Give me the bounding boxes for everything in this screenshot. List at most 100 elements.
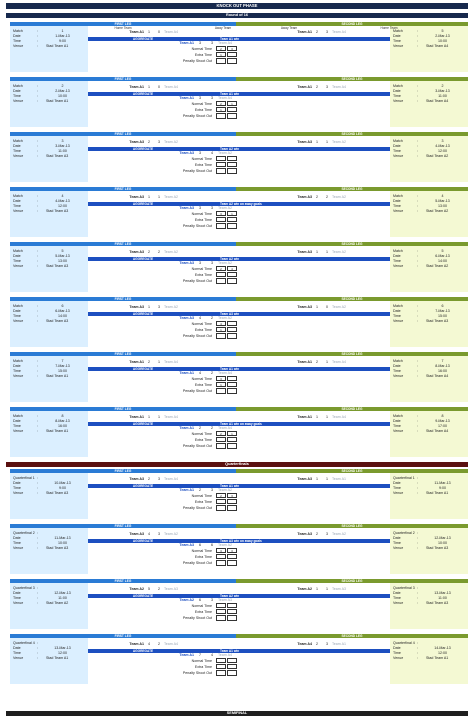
second-leg-venue-value[interactable]: Stad Team A3 — [426, 601, 449, 605]
first-leg-venue-value[interactable]: Stad Team A1 — [46, 99, 69, 103]
second-leg-time-value[interactable]: 9:00 — [439, 486, 446, 490]
first-leg-time-value[interactable]: 11:00 — [58, 149, 67, 153]
extra-time-home-input[interactable] — [216, 162, 226, 167]
extra-time-home-input[interactable]: 1 — [216, 382, 226, 387]
normal-time-home-input[interactable]: 3 — [216, 211, 226, 216]
second-leg-date-value[interactable]: 2-Mar-13 — [435, 34, 450, 38]
second-leg-venue-value[interactable]: Stad Team A4 — [426, 99, 449, 103]
second-leg-home-score[interactable]: 1 — [316, 305, 318, 309]
extra-time-away-input[interactable] — [227, 382, 237, 387]
second-leg-match-value[interactable]: 5 — [441, 29, 444, 33]
second-leg-match-value[interactable]: 8 — [441, 414, 444, 418]
extra-time-away-input[interactable] — [227, 107, 237, 112]
normal-time-away-input[interactable] — [227, 603, 237, 608]
extra-time-home-input[interactable] — [216, 554, 226, 559]
second-leg-venue-value[interactable]: Stad Team A3 — [426, 319, 449, 323]
second-leg-date-value[interactable]: 9-Mar-13 — [435, 419, 450, 423]
extra-time-away-input[interactable] — [227, 499, 237, 504]
first-leg-away-score[interactable]: 0 — [158, 30, 160, 34]
first-leg-date-value[interactable]: 1-Mar-13 — [55, 34, 70, 38]
second-leg-match-value[interactable]: 2 — [441, 84, 444, 88]
normal-time-away-input[interactable]: 4 — [227, 266, 237, 271]
first-leg-time-value[interactable]: 16:00 — [58, 424, 67, 428]
first-leg-time-value[interactable]: 10:00 — [58, 541, 67, 545]
first-leg-date-value[interactable]: 7-Mar-13 — [55, 364, 70, 368]
penalty-away-input[interactable] — [227, 223, 237, 229]
second-leg-date-value[interactable]: 11-Mar-13 — [434, 481, 451, 485]
first-leg-date-value[interactable]: 12-Mar-13 — [54, 591, 71, 595]
second-leg-away-score[interactable]: 3 — [326, 642, 328, 646]
first-leg-match-value[interactable]: 2 — [61, 84, 64, 88]
extra-time-home-input[interactable] — [216, 609, 226, 614]
normal-time-home-input[interactable]: 2 — [216, 431, 226, 436]
first-leg-time-value[interactable]: 11:00 — [58, 596, 67, 600]
second-leg-venue-value[interactable]: Stad Team A4 — [426, 44, 449, 48]
second-leg-date-value[interactable]: 8-Mar-13 — [435, 364, 450, 368]
first-leg-time-value[interactable]: 10:00 — [58, 94, 67, 98]
second-leg-venue-value[interactable]: Stad Team A1 — [426, 491, 449, 495]
extra-time-away-input[interactable] — [227, 272, 237, 277]
penalty-home-input[interactable] — [216, 670, 226, 676]
second-leg-venue-value[interactable]: Stad Team A2 — [426, 154, 449, 158]
first-leg-match-value[interactable]: 6 — [61, 304, 64, 308]
normal-time-home-input[interactable] — [216, 658, 226, 663]
first-leg-home-score[interactable]: 1 — [148, 195, 150, 199]
second-leg-home-score[interactable]: 2 — [316, 195, 318, 199]
second-leg-match-value[interactable]: 4 — [441, 194, 444, 198]
extra-time-away-input[interactable] — [227, 52, 237, 57]
normal-time-home-input[interactable]: 2 — [216, 266, 226, 271]
penalty-away-input[interactable] — [227, 443, 237, 449]
first-leg-venue-value[interactable]: Stad Team A3 — [46, 491, 69, 495]
second-leg-time-value[interactable]: 15:00 — [438, 314, 447, 318]
second-leg-home-score[interactable]: 2 — [316, 532, 318, 536]
second-leg-time-value[interactable]: 13:00 — [438, 204, 447, 208]
first-leg-venue-value[interactable]: Stad Team A2 — [46, 601, 69, 605]
second-leg-away-score[interactable]: 1 — [326, 477, 328, 481]
second-leg-time-value[interactable]: 11:00 — [438, 94, 447, 98]
first-leg-home-score[interactable]: 2 — [148, 477, 150, 481]
penalty-away-input[interactable] — [227, 278, 237, 284]
first-leg-home-score[interactable]: 1 — [148, 415, 150, 419]
second-leg-away-score[interactable]: 1 — [326, 140, 328, 144]
normal-time-away-input[interactable] — [227, 321, 237, 326]
second-leg-date-value[interactable]: 5-Mar-13 — [435, 199, 450, 203]
penalty-home-input[interactable] — [216, 443, 226, 449]
first-leg-away-score[interactable]: 2 — [158, 642, 160, 646]
first-leg-home-score[interactable]: 4 — [148, 532, 150, 536]
first-leg-away-score[interactable]: 1 — [158, 195, 160, 199]
second-leg-home-score[interactable]: 2 — [316, 85, 318, 89]
first-leg-home-score[interactable]: 1 — [148, 30, 150, 34]
penalty-away-input[interactable] — [227, 333, 237, 339]
second-leg-venue-value[interactable]: Stad Team A3 — [426, 546, 449, 550]
first-leg-time-value[interactable]: 15:00 — [58, 369, 67, 373]
first-leg-date-value[interactable]: 6-Mar-13 — [55, 309, 70, 313]
extra-time-home-input[interactable] — [216, 664, 226, 669]
first-leg-venue-value[interactable]: Stad Team A1 — [46, 44, 69, 48]
first-leg-home-score[interactable]: 2 — [148, 360, 150, 364]
extra-time-away-input[interactable] — [227, 437, 237, 442]
second-leg-time-value[interactable]: 17:00 — [438, 424, 447, 428]
first-leg-match-value[interactable]: 1 — [61, 29, 64, 33]
second-leg-date-value[interactable]: 7-Mar-13 — [435, 309, 450, 313]
penalty-home-input[interactable] — [216, 223, 226, 229]
second-leg-time-value[interactable]: 12:00 — [438, 651, 447, 655]
second-leg-away-score[interactable]: 3 — [326, 30, 328, 34]
first-leg-time-value[interactable]: 14:00 — [58, 314, 67, 318]
normal-time-home-input[interactable] — [216, 603, 226, 608]
second-leg-home-score[interactable]: 1 — [316, 250, 318, 254]
second-leg-away-score[interactable]: 3 — [326, 85, 328, 89]
normal-time-away-input[interactable]: 3 — [227, 548, 237, 553]
second-leg-away-score[interactable]: 2 — [326, 195, 328, 199]
second-leg-match-value[interactable]: 7 — [441, 359, 444, 363]
second-leg-match-value[interactable]: 3 — [441, 139, 444, 143]
first-leg-home-score[interactable]: 2 — [148, 250, 150, 254]
normal-time-home-input[interactable]: 3 — [216, 548, 226, 553]
first-leg-away-score[interactable]: 3 — [158, 140, 160, 144]
first-leg-date-value[interactable]: 3-Mar-13 — [55, 144, 70, 148]
first-leg-away-score[interactable]: 2 — [158, 250, 160, 254]
first-leg-home-score[interactable]: 1 — [148, 85, 150, 89]
penalty-home-input[interactable] — [216, 113, 226, 119]
normal-time-home-input[interactable]: 3 — [216, 376, 226, 381]
extra-time-home-input[interactable] — [216, 272, 226, 277]
first-leg-match-value[interactable]: 5 — [61, 249, 64, 253]
